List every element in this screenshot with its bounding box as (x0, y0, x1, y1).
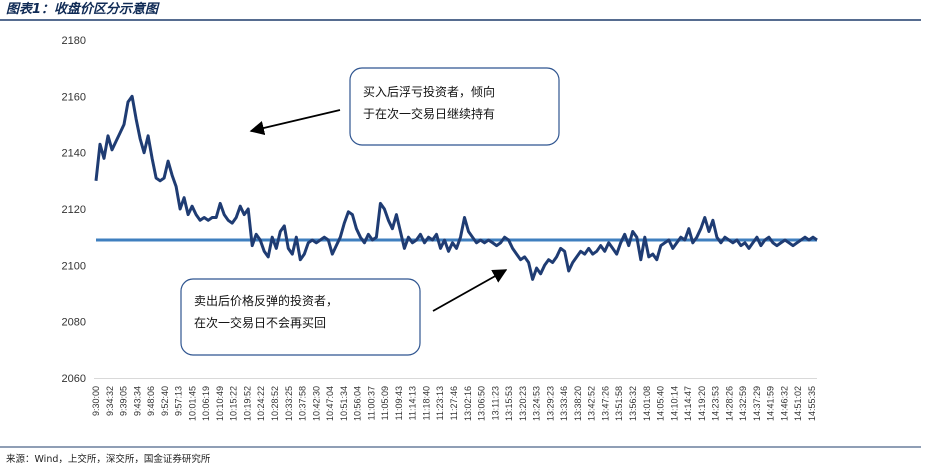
x-tick-label: 10:19:52 (242, 386, 252, 421)
x-tick-label: 14:23:53 (711, 386, 721, 421)
x-tick-label: 10:42:30 (311, 386, 321, 421)
x-tick-label: 13:29:23 (545, 386, 555, 421)
x-tick-label: 9:43:34 (132, 386, 142, 416)
x-tick-label: 9:48:06 (146, 386, 156, 416)
x-tick-label: 10:15:22 (229, 386, 239, 421)
x-tick-label: 11:00:37 (366, 386, 376, 420)
x-tick-label: 14:10:14 (669, 386, 679, 421)
y-tick-label: 2100 (62, 260, 86, 272)
x-tick-label: 13:06:50 (477, 386, 487, 421)
x-tick-label: 9:52:40 (160, 386, 170, 416)
x-tick-label: 14:14:47 (683, 386, 693, 421)
x-tick-label: 9:30:00 (91, 386, 101, 416)
x-tick-label: 11:23:13 (435, 386, 445, 420)
x-tick-label: 10:56:04 (353, 386, 363, 421)
x-tick-label: 11:18:40 (421, 386, 431, 420)
callout-upper-line-2: 于在次一交易日继续持有 (363, 106, 495, 121)
y-tick-label: 2060 (62, 373, 86, 385)
x-tick-label: 11:09:43 (394, 386, 404, 420)
x-tick-label: 14:01:08 (642, 386, 652, 421)
x-tick-label: 14:28:26 (724, 386, 734, 421)
x-tick-label: 11:27:46 (449, 386, 459, 420)
y-tick-label: 2160 (62, 91, 86, 103)
callout-upper-box (349, 67, 560, 146)
figure-title: 图表1：收盘价区分示意图 (6, 1, 160, 17)
x-tick-label: 13:51:58 (614, 386, 624, 421)
x-tick-label: 14:41:59 (766, 386, 776, 421)
x-tick-label: 13:15:53 (504, 386, 514, 421)
x-tick-label: 13:56:32 (628, 386, 638, 421)
x-tick-label: 10:33:25 (284, 386, 294, 421)
y-tick-label: 2080 (62, 317, 86, 329)
x-tick-label: 9:39:05 (119, 386, 129, 416)
x-tick-label: 14:51:02 (793, 386, 803, 421)
x-tick-label: 10:06:19 (201, 386, 211, 421)
y-tick-label: 2140 (62, 148, 86, 160)
y-tick-label: 2120 (62, 204, 86, 216)
x-tick-label: 13:33:46 (559, 386, 569, 421)
callout-lower-line-2: 在次一交易日不会再买回 (194, 315, 326, 330)
x-tick-label: 9:34:32 (105, 386, 115, 416)
x-tick-label: 10:24:22 (256, 386, 266, 421)
x-axis-ticks: 9:30:00 9:34:32 9:39:05 9:43:34 9:48:06 9:52:… (91, 386, 817, 421)
callout-lower-box (180, 278, 421, 356)
x-tick-label: 10:51:34 (339, 386, 349, 421)
x-tick-label: 14:32:59 (738, 386, 748, 421)
x-tick-label: 14:46:32 (779, 386, 789, 421)
x-tick-label: 14:37:29 (752, 386, 762, 421)
callout-upper-arrow (249, 109, 341, 136)
x-tick-label: 13:47:26 (600, 386, 610, 421)
x-tick-label: 13:11:23 (490, 386, 500, 420)
x-tick-label: 13:38:20 (573, 386, 583, 421)
x-tick-label: 9:57:13 (174, 386, 184, 416)
x-tick-label: 10:10:49 (215, 386, 225, 421)
x-tick-label: 13:02:16 (463, 386, 473, 421)
x-tick-label: 14:55:35 (807, 386, 817, 421)
y-tick-label: 2180 (62, 35, 86, 47)
callout-lower: 卖出后价格反弹的投资者， 在次一交易日不会再买回 (180, 278, 421, 356)
x-tick-label: 10:28:52 (270, 386, 280, 421)
x-tick-label: 13:20:23 (518, 386, 528, 421)
x-tick-label: 14:05:40 (656, 386, 666, 421)
x-tick-label: 10:37:58 (298, 386, 308, 421)
x-tick-label: 13:42:52 (587, 386, 597, 421)
callout-lower-arrow (432, 269, 508, 312)
source-note: 来源：Wind，上交所，深交所，国金证券研究所 (6, 453, 211, 465)
x-tick-label: 14:19:20 (697, 386, 707, 421)
y-axis-ticks: 2180 2160 2140 2120 2100 2080 2060 (62, 35, 86, 385)
x-tick-label: 11:05:09 (380, 386, 390, 420)
callout-upper: 买入后浮亏投资者，倾向 于在次一交易日继续持有 (349, 67, 560, 146)
price-series-line (94, 94, 818, 281)
x-tick-label: 10:47:04 (325, 386, 335, 421)
x-tick-label: 13:24:53 (532, 386, 542, 421)
x-tick-label: 10:01:45 (187, 386, 197, 421)
callout-lower-line-1: 卖出后价格反弹的投资者， (194, 293, 338, 308)
callout-upper-line-1: 买入后浮亏投资者，倾向 (363, 84, 495, 99)
x-tick-label: 11:14:13 (408, 386, 418, 420)
